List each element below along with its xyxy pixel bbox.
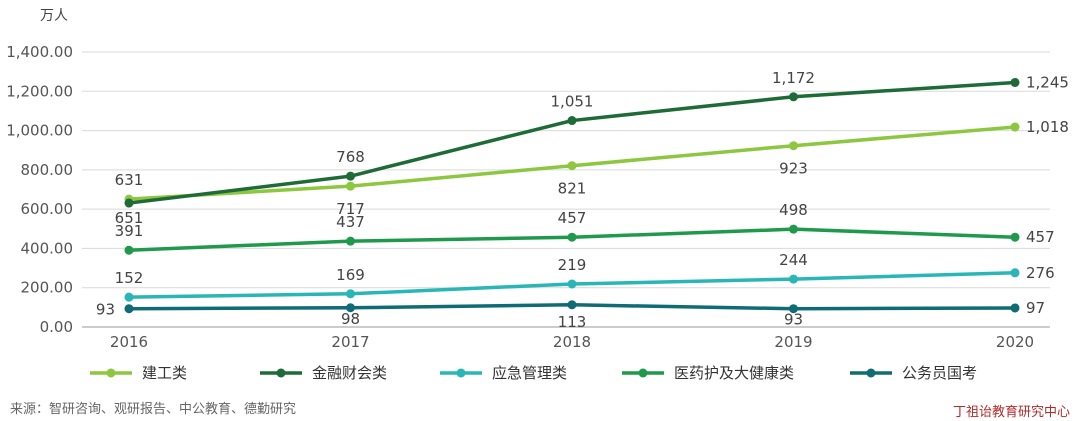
y-tick-label: 0.00	[40, 318, 73, 336]
watermark: 丁祖诒教育研究中心	[952, 405, 1070, 420]
data-point	[567, 232, 577, 242]
x-tick-label: 2016	[110, 333, 148, 351]
data-label: 437	[336, 213, 365, 231]
data-point	[789, 141, 798, 151]
series-lines	[124, 77, 1020, 314]
data-point	[567, 300, 577, 310]
data-point	[789, 224, 798, 234]
data-label: 651	[115, 209, 144, 227]
y-tick-label: 800.00	[21, 161, 74, 179]
data-point	[346, 303, 355, 313]
data-point	[1010, 122, 1020, 132]
data-point	[124, 198, 134, 208]
data-point	[346, 289, 355, 299]
data-point	[346, 181, 355, 191]
data-label: 457	[558, 209, 587, 227]
data-label: 457	[1026, 228, 1055, 246]
data-label: 98	[341, 310, 360, 328]
data-label: 93	[96, 301, 115, 319]
data-point	[789, 92, 798, 102]
data-label: 152	[115, 269, 144, 287]
data-point	[346, 236, 355, 246]
data-label: 631	[115, 171, 144, 189]
data-label: 219	[558, 256, 587, 274]
y-tick-label: 1,200.00	[6, 82, 73, 100]
data-label: 717	[336, 200, 365, 218]
legend-marker	[456, 368, 466, 378]
data-label: 1,245	[1026, 73, 1069, 91]
x-tick-label: 2018	[553, 333, 591, 351]
data-point	[124, 292, 134, 302]
data-label: 97	[1026, 299, 1045, 317]
data-label: 498	[779, 201, 808, 219]
data-point	[1010, 303, 1020, 313]
data-point	[567, 116, 577, 126]
source-note: 来源：智研咨询、观研报告、中公教育、德勤研究	[10, 402, 297, 417]
data-point	[789, 274, 798, 284]
legend-marker	[106, 368, 116, 378]
data-label: 1,018	[1026, 118, 1069, 136]
legend: 建工类 金融财会类 应急管理类 医药护及大健康类 公务员国考	[90, 364, 977, 382]
legend-label: 建工类	[142, 364, 187, 382]
data-label: 923	[779, 160, 808, 178]
x-tick-label: 2019	[774, 333, 812, 351]
legend-marker	[276, 368, 286, 378]
data-label: 768	[336, 148, 365, 166]
y-tick-label: 600.00	[21, 200, 74, 218]
data-label: 244	[779, 251, 808, 269]
data-label: 169	[336, 266, 365, 284]
x-axis-ticks: 2016 2017 2018 2019 2020	[110, 333, 1034, 351]
data-label: 93	[784, 311, 803, 329]
data-label: 113	[558, 313, 587, 331]
legend-marker	[866, 368, 876, 378]
data-point	[789, 304, 798, 314]
data-label: 1,051	[551, 93, 594, 111]
y-tick-label: 1,400.00	[6, 43, 73, 61]
legend-label: 公务员国考	[902, 364, 977, 382]
data-labels: 651 717 821 923 1,018 631 768 1,051 1,172 1,245 15…	[96, 69, 1069, 331]
data-point	[346, 171, 355, 181]
y-tick-label: 400.00	[21, 239, 74, 257]
data-label: 276	[1026, 264, 1055, 282]
data-point	[567, 161, 577, 171]
x-tick-label: 2017	[331, 333, 369, 351]
y-axis-ticks: 0.00 200.00 400.00 600.00 800.00 1,000.00 1,20…	[6, 43, 73, 336]
legend-label: 金融财会类	[312, 364, 387, 382]
x-tick-label: 2020	[996, 333, 1034, 351]
data-label: 1,172	[772, 69, 815, 87]
data-point	[124, 304, 134, 314]
legend-label: 应急管理类	[492, 364, 567, 382]
legend-marker	[638, 368, 648, 378]
data-point	[567, 279, 577, 289]
data-point	[124, 245, 134, 255]
y-tick-label: 200.00	[21, 279, 74, 297]
grid-lines	[82, 51, 1050, 328]
data-label: 821	[558, 180, 587, 198]
data-point	[1010, 232, 1020, 242]
data-point	[1010, 268, 1020, 278]
y-unit-label: 万人	[40, 8, 68, 24]
y-tick-label: 1,000.00	[6, 122, 73, 140]
data-point	[1010, 77, 1020, 87]
data-label: 391	[115, 222, 144, 240]
legend-label: 医药护及大健康类	[674, 364, 794, 382]
